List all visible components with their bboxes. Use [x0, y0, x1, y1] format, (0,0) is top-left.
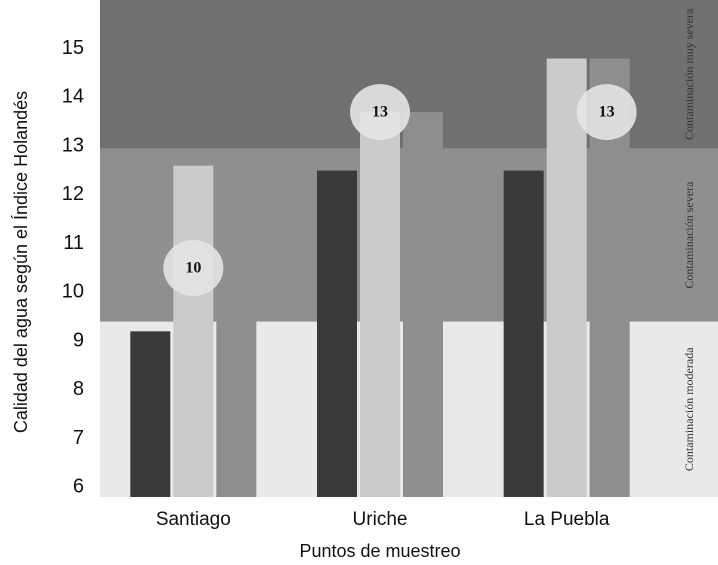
y-tick-label: 9 [73, 329, 84, 351]
annotation: 13 [372, 104, 388, 121]
bar [546, 58, 587, 498]
x-tick-label: Santiago [156, 509, 231, 530]
annotation-circle [350, 84, 410, 141]
y-tick-label: 7 [73, 427, 84, 449]
y-tick-label: 13 [62, 134, 84, 156]
y-tick-label: 8 [73, 378, 84, 400]
annotation-circle [163, 239, 224, 296]
zone-label: Contaminación moderada [682, 347, 696, 471]
zone-label: Contaminación muy severa [682, 8, 696, 140]
bar [317, 170, 357, 497]
bar [360, 112, 400, 497]
y-axis-title: Calidad del agua según el Índice Holandé… [11, 91, 31, 433]
y-tick-label: 11 [63, 232, 84, 254]
x-axis-title: Puntos de muestreo [299, 541, 460, 561]
bar [130, 331, 171, 497]
x-tick-label: La Puebla [524, 509, 610, 530]
x-tick-label: Uriche [353, 509, 408, 530]
y-tick-label: 14 [62, 86, 84, 108]
y-tick-label: 12 [62, 183, 84, 205]
annotation-circle [576, 84, 637, 141]
y-tick-label: 15 [62, 37, 84, 59]
bar [173, 165, 214, 497]
y-tick-label: 6 [73, 476, 84, 498]
bar [216, 277, 257, 497]
y-tick-label: 10 [62, 281, 84, 303]
annotation: 10 [185, 260, 201, 277]
bar [403, 112, 443, 497]
zone-label: Contaminación severa [682, 181, 696, 289]
bar [503, 170, 544, 497]
annotation: 13 [599, 104, 615, 121]
